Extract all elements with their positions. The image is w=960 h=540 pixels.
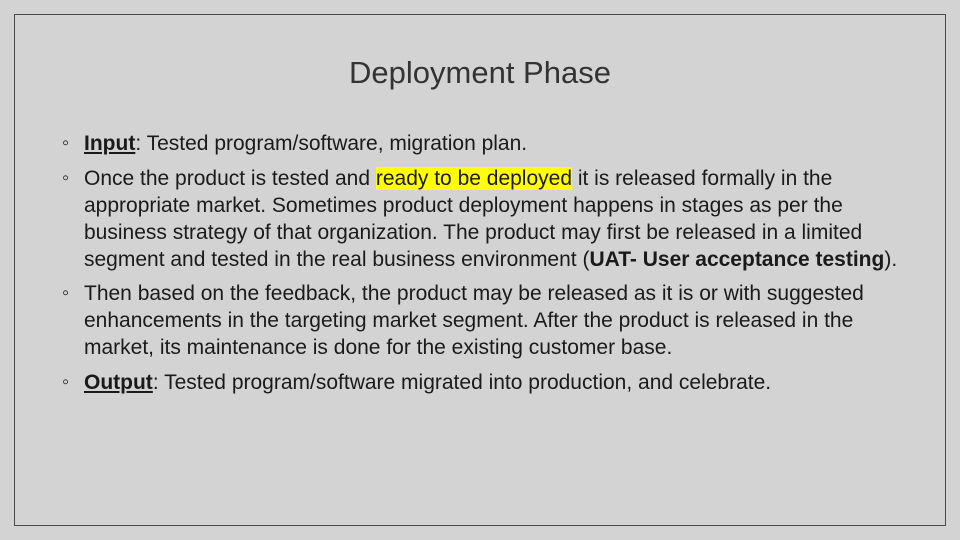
desc1-uat: UAT- User acceptance testing xyxy=(589,248,884,271)
input-text: Tested program/software, migration plan. xyxy=(147,132,528,155)
desc1-highlight: ready to be deployed xyxy=(376,167,572,190)
bullet-item-description-1: Once the product is tested and ready to … xyxy=(60,166,900,274)
output-label: Output xyxy=(84,371,153,394)
bullet-item-input: Input: Tested program/software, migratio… xyxy=(60,131,900,158)
input-label: Input xyxy=(84,132,135,155)
bullet-item-description-2: Then based on the feedback, the product … xyxy=(60,281,900,362)
output-colon: : xyxy=(153,371,164,394)
slide-title: Deployment Phase xyxy=(60,55,900,91)
desc1-pre: Once the product is tested and xyxy=(84,167,376,190)
bullet-item-output: Output: Tested program/software migrated… xyxy=(60,370,900,397)
slide-frame: Deployment Phase Input: Tested program/s… xyxy=(14,14,946,526)
desc2-text: Then based on the feedback, the product … xyxy=(84,282,864,359)
bullet-list: Input: Tested program/software, migratio… xyxy=(60,131,900,397)
desc1-tail: ). xyxy=(884,248,897,271)
output-text: Tested program/software migrated into pr… xyxy=(164,371,771,394)
input-colon: : xyxy=(135,132,146,155)
